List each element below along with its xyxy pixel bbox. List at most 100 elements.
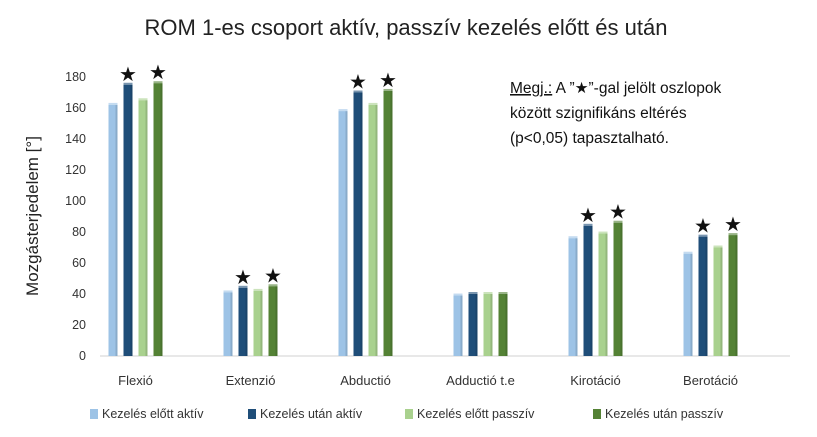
bar-cap	[583, 223, 593, 226]
bar-shade	[735, 235, 738, 356]
legend-label: Kezelés után passzív	[605, 407, 724, 421]
legend-label: Kezelés előtt aktív	[102, 407, 204, 421]
bar	[238, 285, 248, 356]
x-category-label: Extenzió	[226, 373, 276, 388]
bar-cap	[123, 82, 133, 85]
y-tick-label: 100	[65, 194, 86, 208]
bar	[468, 292, 478, 356]
significance-star: ★	[579, 203, 597, 227]
bar-shade	[505, 294, 508, 356]
bar-body	[338, 111, 348, 356]
bar-body	[453, 295, 463, 356]
bar	[383, 88, 393, 356]
bar-body	[268, 286, 278, 356]
note-box: Megj.: A ”★”-gal jelölt oszlopok között …	[510, 80, 721, 147]
y-axis-ticks: 0 20 40 60 80 100 120 140 160 180	[65, 70, 86, 363]
bar-body	[583, 225, 593, 356]
bar	[453, 293, 463, 356]
bar	[223, 290, 233, 356]
y-tick-label: 60	[72, 256, 86, 270]
bar-cap	[383, 88, 393, 91]
bar-body	[383, 90, 393, 356]
y-tick-label: 80	[72, 225, 86, 239]
bar-cap	[368, 102, 378, 105]
bar	[713, 245, 723, 356]
bar-body	[728, 235, 738, 356]
bar-shade	[390, 90, 393, 356]
bar-shade	[145, 100, 148, 356]
bar	[108, 102, 118, 357]
bar	[613, 220, 623, 356]
bar-cap	[268, 284, 278, 287]
note-line-1: Megj.: A ”★”-gal jelölt oszlopok	[510, 80, 721, 97]
significance-star: ★	[379, 68, 397, 92]
bar-shade	[475, 294, 478, 356]
bar-cap	[338, 109, 348, 112]
bar	[368, 102, 378, 357]
bar-shade	[605, 233, 608, 356]
legend: Kezelés előtt aktív Kezelés után aktív Kez…	[90, 407, 724, 421]
bar-shade	[720, 247, 723, 356]
bar-shade	[360, 92, 363, 356]
bar-shade	[705, 236, 708, 356]
bar-body	[483, 294, 493, 356]
x-category-label: Abductió	[340, 373, 391, 388]
bar	[353, 90, 363, 356]
bar-shade	[460, 295, 463, 356]
bar-cap	[453, 293, 463, 296]
bar-cap	[223, 290, 233, 293]
bar-cap	[353, 90, 363, 93]
legend-swatch	[593, 409, 601, 419]
bar-cap	[138, 98, 148, 101]
bar-body	[108, 104, 118, 357]
significance-star: ★	[609, 200, 627, 224]
bar	[123, 82, 133, 356]
bar-shade	[490, 294, 493, 356]
y-tick-label: 0	[79, 349, 86, 363]
bar-body	[468, 294, 478, 356]
bar-shade	[230, 292, 233, 356]
significance-star: ★	[724, 212, 742, 236]
significance-star: ★	[349, 70, 367, 94]
x-category-label: Adductió t.e	[446, 373, 515, 388]
bar	[253, 288, 263, 356]
bar-shade	[590, 225, 593, 356]
bar-cap	[253, 288, 263, 291]
note-line-3: (p<0,05) tapasztalható.	[510, 130, 669, 147]
bar-body	[238, 287, 248, 356]
bar-cap	[728, 233, 738, 236]
bar	[498, 292, 508, 356]
legend-label: Kezelés előtt passzív	[417, 407, 535, 421]
bar-cap	[238, 285, 248, 288]
legend-swatch	[90, 409, 98, 419]
bar-cap	[468, 292, 478, 294]
bar-body	[138, 100, 148, 356]
chart-title: ROM 1-es csoport aktív, passzív kezelés …	[145, 15, 668, 40]
bar-groups	[108, 81, 738, 357]
bar-cap	[683, 251, 693, 254]
bar-body	[498, 294, 508, 356]
y-tick-label: 140	[65, 132, 86, 146]
legend-item: Kezelés előtt passzív	[405, 407, 535, 421]
y-tick-label: 180	[65, 70, 86, 84]
bar-cap	[108, 102, 118, 105]
significance-stars: ★ ★ ★ ★ ★ ★ ★ ★ ★ ★	[119, 60, 742, 289]
significance-star: ★	[264, 263, 282, 287]
bar	[268, 284, 278, 356]
y-tick-label: 160	[65, 101, 86, 115]
bar-cap	[698, 234, 708, 237]
y-axis-label: Mozgásterjedelem [°]	[23, 136, 42, 296]
bar-body	[368, 104, 378, 357]
legend-swatch	[405, 409, 413, 419]
significance-star: ★	[694, 214, 712, 238]
bar	[598, 231, 608, 356]
legend-item: Kezelés után passzív	[593, 407, 724, 421]
note-line-1-text: A ”★”-gal jelölt oszlopok	[552, 80, 721, 97]
bar-shade	[690, 253, 693, 356]
note-label: Megj.:	[510, 80, 552, 97]
bar-cap	[483, 292, 493, 294]
bar	[338, 109, 348, 356]
bar	[153, 81, 163, 356]
bar-shade	[620, 222, 623, 356]
